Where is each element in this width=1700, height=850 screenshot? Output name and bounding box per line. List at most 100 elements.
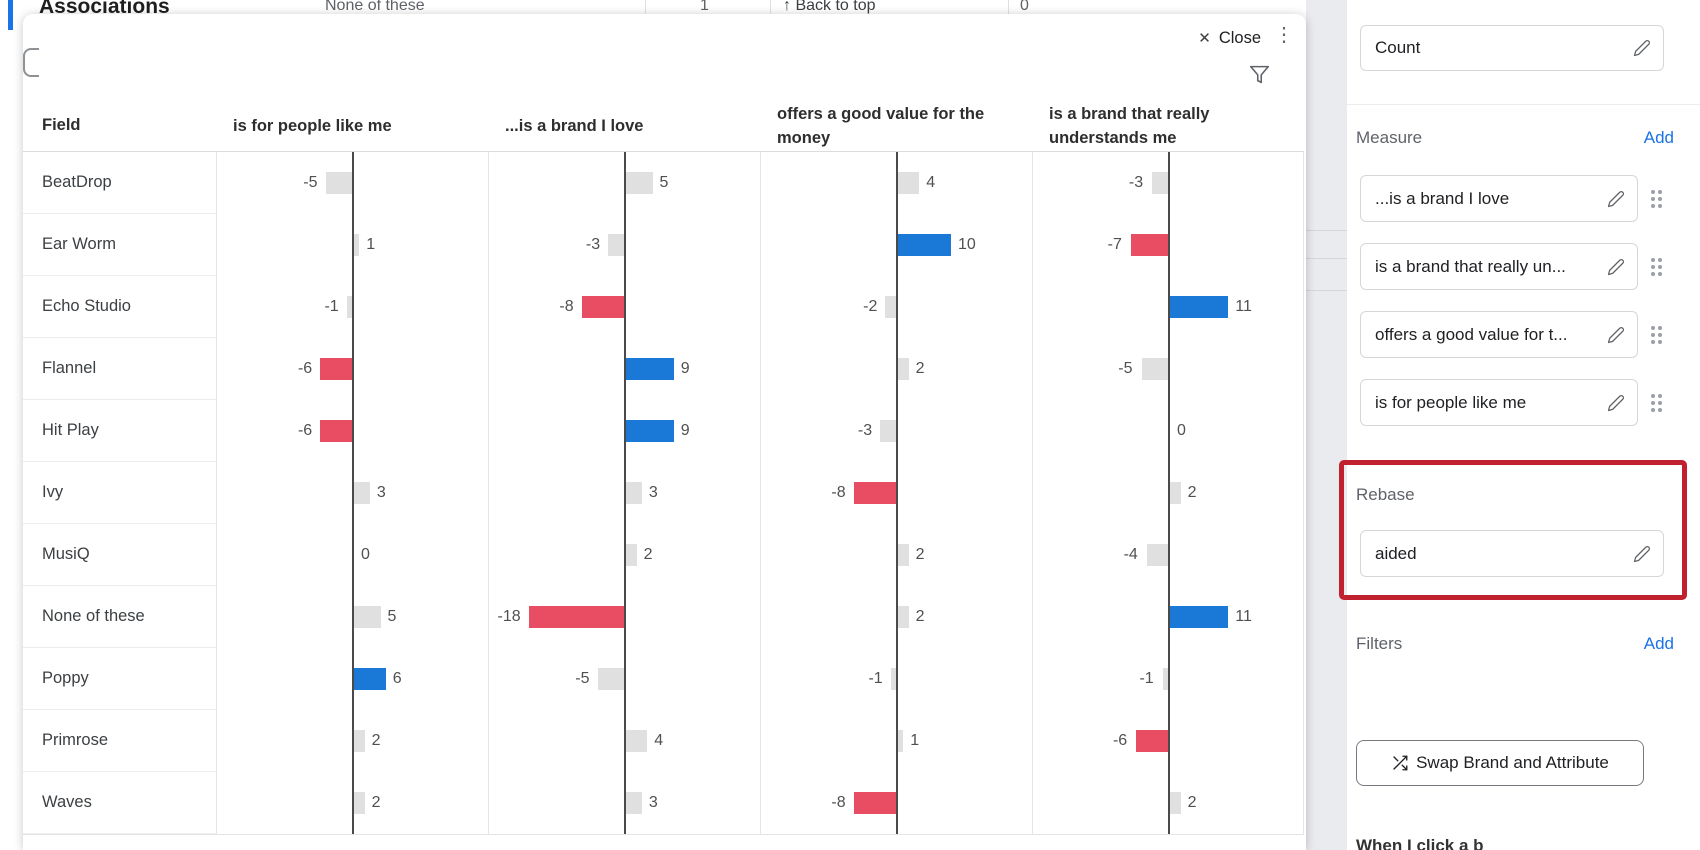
chart-cell: 1: [216, 214, 488, 276]
chart-cell: -3: [488, 214, 760, 276]
bar-value: 2: [915, 546, 925, 563]
bar: [880, 420, 896, 442]
chart-cell: -6: [216, 338, 488, 400]
bar: [853, 792, 896, 814]
bar-value: 11: [1235, 298, 1252, 315]
count-field[interactable]: Count: [1360, 25, 1664, 71]
chart-cell: 5: [488, 152, 760, 214]
bar: [1162, 668, 1168, 690]
chart-cell: -3: [1032, 152, 1304, 214]
bar-value: -8: [831, 794, 846, 811]
bg-line-fragment: [1306, 290, 1347, 291]
bar: [346, 296, 352, 318]
row-label: Primrose: [23, 710, 216, 772]
chart-cell: -1: [1032, 648, 1304, 710]
filter-funnel-icon[interactable]: [1249, 64, 1270, 90]
edit-icon[interactable]: [1633, 39, 1651, 57]
row-label: MusiQ: [23, 524, 216, 586]
row-label: BeatDrop: [23, 152, 216, 214]
edit-icon[interactable]: [1607, 190, 1625, 208]
drag-handle-icon[interactable]: [1651, 393, 1662, 412]
bar-value: 4: [654, 732, 664, 749]
bar: [1170, 296, 1229, 318]
chart-cell: 11: [1032, 276, 1304, 338]
row-label: Ivy: [23, 462, 216, 524]
edit-icon[interactable]: [1607, 326, 1625, 344]
chart-cell: -7: [1032, 214, 1304, 276]
bar-value: -6: [297, 360, 313, 377]
bar: [354, 234, 360, 256]
table-row: Poppy 6 -5 -1 -1: [23, 648, 1304, 710]
bar-value: 2: [1187, 794, 1197, 811]
chart-cell: 6: [216, 648, 488, 710]
chart-cell: 1: [760, 710, 1032, 772]
bar-value: -18: [497, 608, 521, 625]
row-label: Waves: [23, 772, 216, 834]
bg-table-border: [645, 0, 646, 14]
measure-field[interactable]: is for people like me: [1360, 379, 1638, 426]
bar: [898, 172, 920, 194]
drag-handle-icon[interactable]: [1651, 189, 1662, 208]
chart-cell: 4: [488, 710, 760, 772]
table-row: MusiQ 0 2 2 -4: [23, 524, 1304, 586]
chart-cell: 3: [488, 772, 760, 834]
bg-line-fragment: [1306, 258, 1347, 259]
bar: [890, 668, 896, 690]
chart-cell: 4: [760, 152, 1032, 214]
associations-modal: ✕ Close ⋮ Field is for people like me ..…: [23, 14, 1306, 850]
close-button[interactable]: ✕ Close: [1198, 29, 1261, 48]
bar-value: -1: [324, 298, 339, 315]
kebab-menu-icon[interactable]: ⋮: [1274, 24, 1294, 46]
drag-handle-icon[interactable]: [1651, 325, 1662, 344]
measure-field[interactable]: is a brand that really un...: [1360, 243, 1638, 290]
bar-value: -3: [1128, 174, 1144, 191]
bar: [885, 296, 896, 318]
bar-value: 2: [371, 794, 381, 811]
bar: [1136, 730, 1168, 752]
filters-section-header: Filters Add: [1356, 634, 1674, 654]
rebase-field[interactable]: aided: [1360, 530, 1664, 577]
close-icon: ✕: [1198, 30, 1211, 47]
bg-table-border: [770, 0, 771, 14]
page-heading: Associations: [39, 0, 170, 14]
column-header: ...is a brand I love: [505, 116, 644, 135]
edit-icon[interactable]: [1607, 258, 1625, 276]
bar: [898, 730, 904, 752]
swap-brand-attribute-button[interactable]: Swap Brand and Attribute: [1356, 740, 1644, 786]
bar: [626, 420, 674, 442]
bar: [626, 792, 642, 814]
bar: [320, 420, 352, 442]
table-row: BeatDrop -5 5 4 -3: [23, 152, 1304, 214]
bar: [528, 606, 624, 628]
table-row: Ear Worm 1 -3 10 -7: [23, 214, 1304, 276]
column-header: is a brand that really understands me: [1049, 104, 1210, 147]
bar-value: 2: [371, 732, 381, 749]
bar-value: 2: [643, 546, 653, 563]
rebase-field-value: aided: [1375, 543, 1417, 563]
drag-handle-icon[interactable]: [1651, 257, 1662, 276]
measure-field[interactable]: ...is a brand I love: [1360, 175, 1638, 222]
measure-item: offers a good value for t...: [1360, 311, 1662, 358]
bar-value: 1: [910, 732, 920, 749]
rebase-label: Rebase: [1356, 485, 1415, 504]
measure-field[interactable]: offers a good value for t...: [1360, 311, 1638, 358]
bar-value: 4: [926, 174, 936, 191]
chart-cell: -4: [1032, 524, 1304, 586]
measure-field-label: offers a good value for t...: [1375, 324, 1568, 344]
chart-cell: 2: [760, 524, 1032, 586]
chart-cell: 5: [216, 586, 488, 648]
measure-add-link[interactable]: Add: [1643, 128, 1674, 147]
chart-cell: 2: [488, 524, 760, 586]
chart-cell: 2: [1032, 772, 1304, 834]
measure-list: ...is a brand I love is a brand that real…: [1360, 175, 1662, 447]
chart-cell: -6: [1032, 710, 1304, 772]
edit-icon[interactable]: [1633, 545, 1651, 563]
chart-cell: 3: [216, 462, 488, 524]
bar-value: 0: [361, 546, 370, 563]
filters-add-link[interactable]: Add: [1643, 634, 1674, 653]
row-label: Echo Studio: [23, 276, 216, 338]
row-label: Hit Play: [23, 400, 216, 462]
chart-cell: 3: [488, 462, 760, 524]
filters-label: Filters: [1356, 634, 1403, 653]
edit-icon[interactable]: [1607, 394, 1625, 412]
